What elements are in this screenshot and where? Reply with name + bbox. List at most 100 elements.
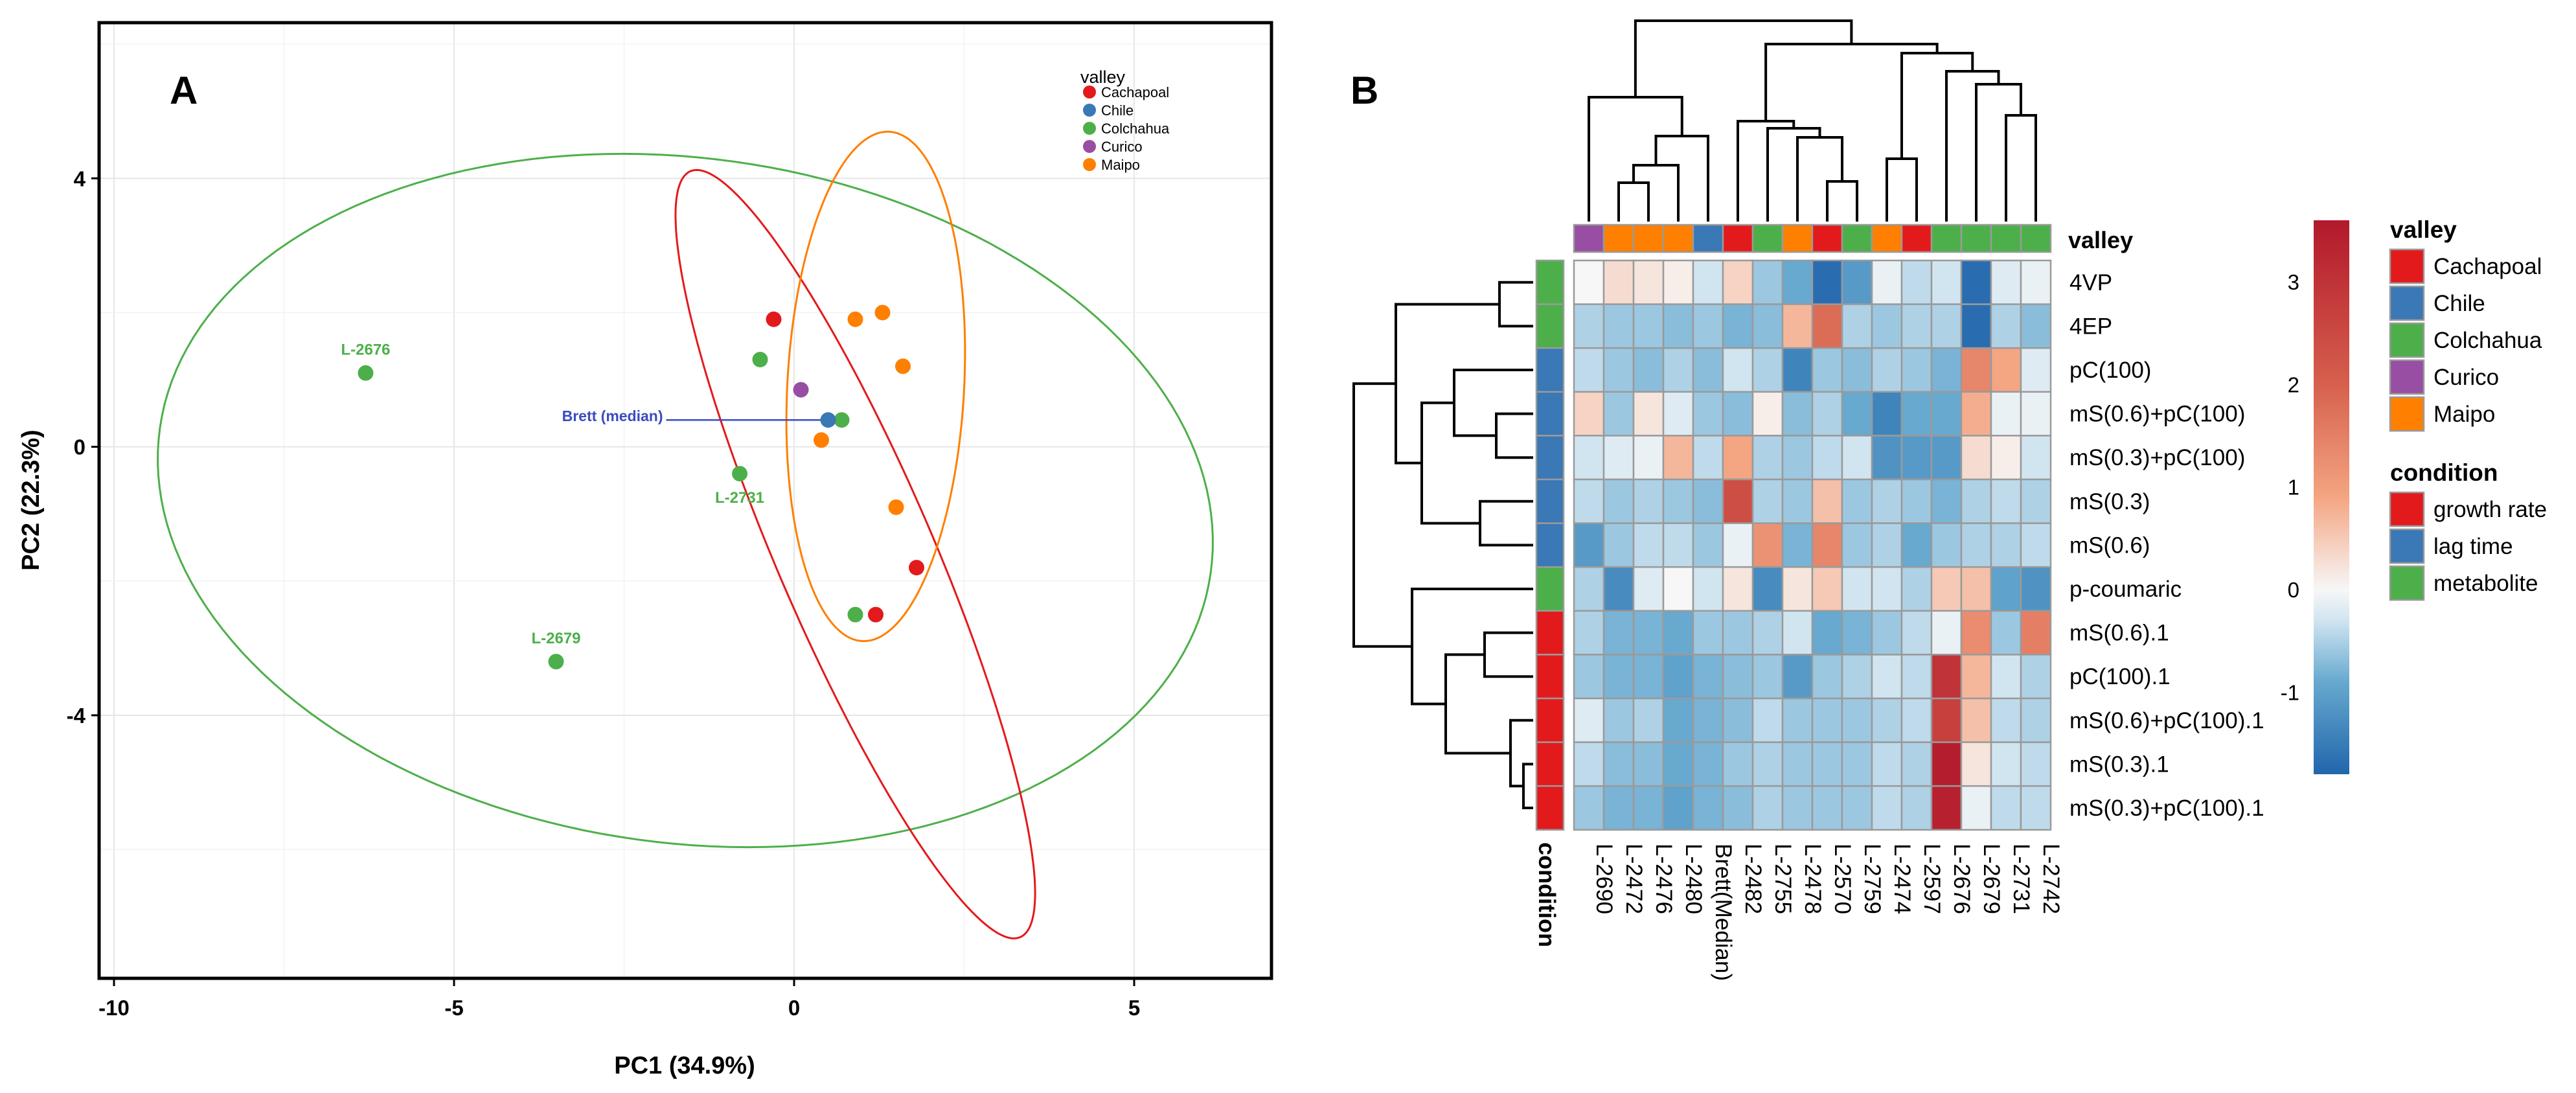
valley-annotation-bar <box>1573 224 2052 253</box>
heatmap-cell <box>1811 435 1843 481</box>
pca-y-axis-title: PC2 (22.3%) <box>17 430 45 571</box>
valley-legend-title: valley <box>2390 216 2457 243</box>
valley-annotation-cell <box>1871 224 1903 253</box>
heatmap-cell <box>1573 303 1605 349</box>
heatmap-cell <box>1632 522 1665 568</box>
heatmap-column-label: L-2676 <box>1949 844 1974 914</box>
valley-annotation-cell <box>1662 224 1694 253</box>
row-dendrogram-branch <box>1483 631 1533 678</box>
pca-grid <box>100 24 1270 977</box>
heatmap-cell <box>1841 303 1873 349</box>
heatmap-row-label: 4EP <box>2069 314 2112 339</box>
heatmap-cell <box>1573 654 1605 700</box>
heatmap-cell <box>1990 522 2022 568</box>
pca-legend-swatch-maipo <box>1083 158 1096 171</box>
heatmap-cell <box>1602 435 1635 481</box>
heatmap-cell <box>1602 785 1635 831</box>
heatmap-cell <box>1900 610 1933 656</box>
heatmap-cell <box>1781 478 1814 524</box>
row-dendrogram-branch <box>1395 303 1499 465</box>
row-dendrogram-branch <box>1352 382 1412 648</box>
heatmap-cell <box>1960 566 1992 612</box>
heatmap-cell <box>1960 259 1992 305</box>
heatmap-cell <box>2020 566 2052 612</box>
pca-x-tick-label: -5 <box>444 996 463 1020</box>
heatmap-row-label: mS(0.3)+pC(100).1 <box>2069 796 2264 821</box>
heatmap-cell <box>1692 785 1724 831</box>
confidence-ellipse-cachapoal <box>674 168 1036 939</box>
heatmap-cell <box>1632 478 1665 524</box>
heatmap-cell <box>1781 785 1814 831</box>
valley-legend: valley Cachapoal Chile Colchahua Curico Maip… <box>2389 216 2542 432</box>
column-dendrogram-branch <box>1588 96 1683 222</box>
heatmap-cell <box>2020 785 2052 831</box>
row-dendrogram-branch <box>1420 401 1480 525</box>
valley-annotation-cell <box>1841 224 1873 253</box>
heatmap-cell <box>1930 435 1963 481</box>
valley-legend-label: Colchahua <box>2434 328 2542 353</box>
row-dendrogram-branch <box>1453 369 1533 437</box>
heatmap-cell <box>1900 478 1933 524</box>
heatmap-cell <box>1871 391 1903 437</box>
valley-annotation-cell <box>1722 224 1754 253</box>
pca-points <box>358 305 924 670</box>
pca-point-maipo <box>888 499 904 515</box>
heatmap-cell <box>1930 347 1963 393</box>
heatmap-cell <box>1811 347 1843 393</box>
heatmap-cell <box>1692 697 1724 743</box>
heatmap-cell <box>1573 566 1605 612</box>
heatmap-cell <box>1871 435 1903 481</box>
pca-panel: Brett (median) L-2676 L-2679 L-2731 -10 -5 0… <box>17 21 1273 1079</box>
valley-legend-swatch-maipo <box>2389 396 2425 432</box>
pca-point-colchahua <box>358 365 374 381</box>
pca-point-colchahua <box>834 412 850 428</box>
condition-annotation-title: condition <box>1534 842 1560 947</box>
valley-legend-swatch-cachapoal <box>2389 248 2425 284</box>
heatmap-cell <box>1930 259 1963 305</box>
heatmap-cell <box>1573 391 1605 437</box>
heatmap-cell <box>1751 391 1784 437</box>
pca-point-colchahua <box>752 351 768 367</box>
pca-legend-label: Cachapoal <box>1101 84 1169 100</box>
heatmap-cell <box>2020 522 2052 568</box>
column-dendrogram-branch <box>1617 181 1650 222</box>
heatmap-cell <box>1751 654 1784 700</box>
heatmap-cell <box>1662 303 1694 349</box>
pca-x-tick-label: -10 <box>98 996 130 1020</box>
column-dendrogram-branch <box>1945 70 2000 222</box>
heatmap-cell <box>2020 478 2052 524</box>
heatmap-cell <box>1841 347 1873 393</box>
column-dendrogram-branch <box>1796 136 1843 222</box>
heatmap-row-label: mS(0.6)+pC(100).1 <box>2069 708 2264 733</box>
heatmap-cell <box>1960 478 1992 524</box>
condition-legend-label: growth rate <box>2434 497 2547 522</box>
heatmap-column-label: L-2679 <box>1979 844 2004 914</box>
heatmap-cell <box>1930 566 1963 612</box>
heatmap-cell <box>1573 478 1605 524</box>
heatmap-cell <box>1751 522 1784 568</box>
heatmap-cell <box>1930 478 1963 524</box>
heatmap-cell <box>1722 478 1754 524</box>
condition-legend-label: metabolite <box>2434 571 2538 596</box>
condition-annotation-cell <box>1535 785 1565 831</box>
heatmap-cell <box>1841 654 1873 700</box>
heatmap-cell <box>1990 610 2022 656</box>
pca-legend-swatch-colchahua <box>1083 122 1096 135</box>
valley-annotation-cell <box>1900 224 1933 253</box>
heatmap-cell <box>1960 391 1992 437</box>
heatmap-cell <box>1781 435 1814 481</box>
pca-ellipses <box>157 130 1214 939</box>
heatmap-cell <box>1632 741 1665 787</box>
pca-legend-swatch-curico <box>1083 140 1096 153</box>
pca-point-colchahua <box>548 654 564 670</box>
valley-annotation-cell <box>1811 224 1843 253</box>
pca-point-colchahua <box>847 606 863 623</box>
pca-legend: valley Cachapoal Chile Colchahua Curico Maip… <box>1080 67 1170 173</box>
condition-annotation-cell <box>1535 610 1565 656</box>
heatmap-row-label: mS(0.3) <box>2069 489 2150 514</box>
heatmap-cell <box>1573 741 1605 787</box>
heatmap-cell <box>1841 259 1873 305</box>
heatmap-cell <box>1781 741 1814 787</box>
valley-legend-label: Chile <box>2434 291 2485 316</box>
heatmap-cell <box>1841 566 1873 612</box>
